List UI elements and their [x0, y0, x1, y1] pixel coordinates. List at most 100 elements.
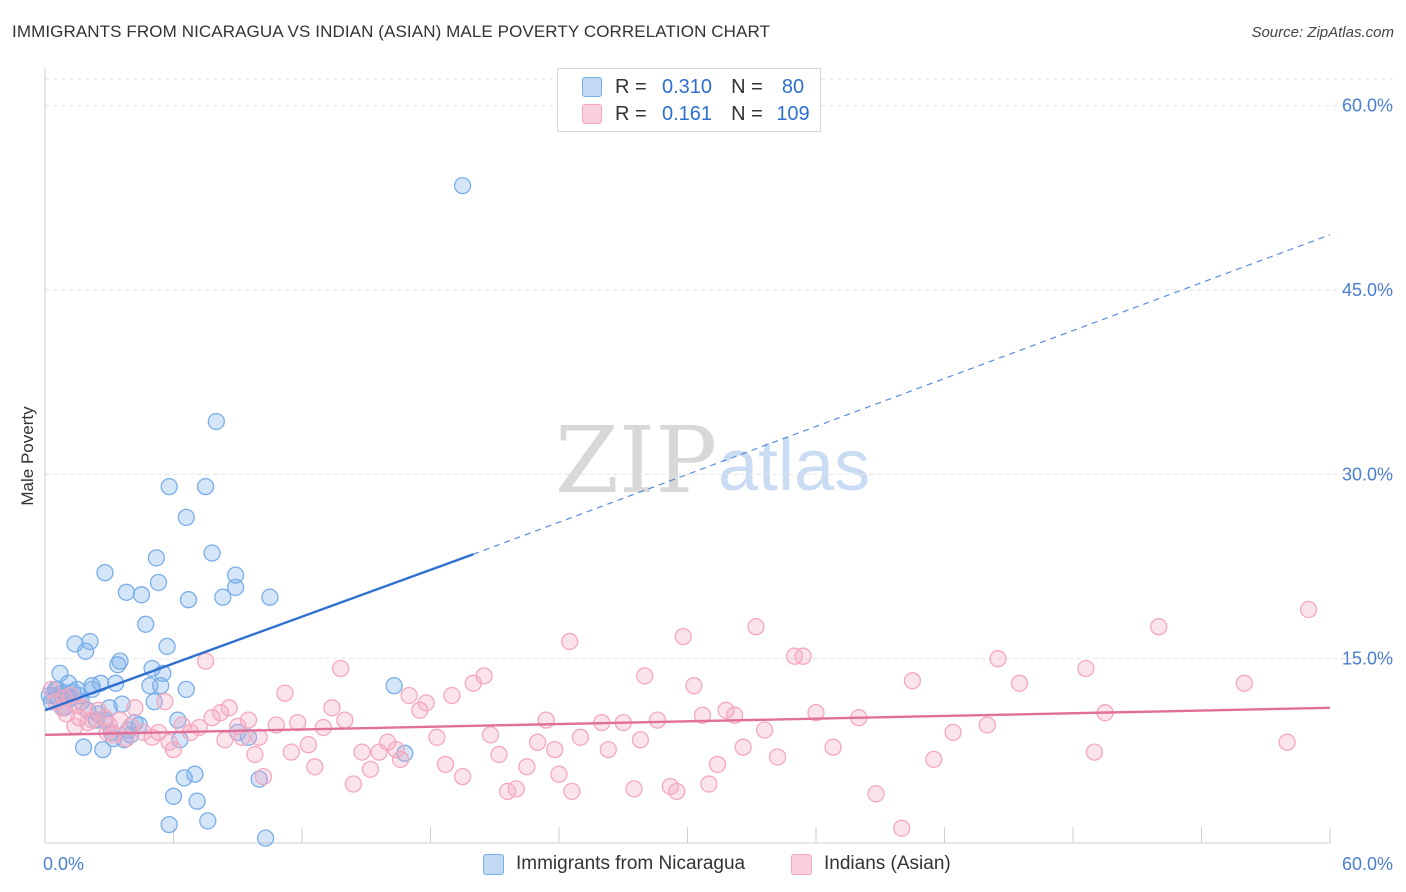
data-point [117, 583, 136, 601]
r-value: 0.310 [661, 75, 713, 98]
data-point [734, 738, 752, 756]
n-label: N = [731, 75, 763, 98]
data-point [226, 578, 245, 597]
n-value: 80 [781, 75, 805, 98]
data-point [400, 686, 418, 705]
data-point [599, 740, 617, 759]
data-point [147, 549, 166, 567]
data-point [261, 588, 279, 606]
data-point [94, 740, 112, 759]
data-point [203, 709, 221, 727]
data-point [537, 711, 555, 729]
data-point [164, 740, 183, 759]
r-label: R = [615, 102, 647, 125]
data-point [794, 647, 812, 665]
data-point [453, 767, 472, 786]
data-point [186, 765, 204, 783]
nicaragua-trend-line [44, 553, 474, 712]
watermark-zip: ZIP [555, 407, 717, 514]
data-point [507, 780, 525, 798]
data-point [220, 699, 238, 717]
legend-item-indians[interactable]: Indians (Asian) [791, 851, 951, 877]
data-point [546, 740, 564, 759]
data-point [978, 716, 996, 734]
data-point [903, 672, 922, 690]
data-point [867, 785, 885, 803]
data-point [387, 740, 405, 759]
data-point [250, 728, 268, 746]
data-point [306, 758, 324, 776]
data-point [561, 632, 579, 651]
nicaragua-legend-label: Immigrants from Nicaragua [516, 853, 746, 874]
chart-title: IMMIGRANTS FROM NICARAGUA VS INDIAN (ASI… [12, 22, 771, 41]
data-point [331, 659, 350, 678]
data-point [1010, 674, 1029, 692]
data-point [475, 667, 493, 685]
data-point [1278, 733, 1296, 751]
data-point [276, 684, 294, 702]
data-point [256, 829, 275, 847]
r-label: R = [615, 75, 647, 98]
data-point [214, 588, 232, 606]
data-point [528, 733, 547, 751]
data-point [137, 615, 155, 633]
y-tick-label: 30.0% [1342, 464, 1393, 484]
data-point [436, 755, 455, 774]
data-point [177, 508, 195, 527]
data-point [1085, 743, 1104, 761]
data-point [156, 693, 174, 711]
data-point [199, 812, 217, 830]
data-point [768, 748, 787, 766]
data-point [239, 711, 258, 729]
n-label: N = [731, 102, 763, 125]
data-point [693, 706, 712, 724]
data-point [417, 694, 435, 712]
data-point [233, 728, 251, 746]
data-point [175, 769, 193, 787]
data-point [323, 699, 341, 717]
data-point [550, 765, 568, 783]
data-point [747, 618, 765, 636]
data-point [132, 586, 151, 604]
data-point [207, 412, 225, 431]
data-point [755, 721, 774, 739]
data-point [674, 627, 692, 646]
y-tick-label: 60.0% [1342, 96, 1393, 116]
data-point [177, 680, 195, 699]
nicaragua-points [40, 176, 472, 847]
data-point [196, 652, 215, 670]
x-tick-label: 60.0% [1342, 854, 1393, 874]
data-point [179, 591, 198, 609]
data-point [807, 704, 825, 722]
data-point [385, 677, 403, 695]
data-point [344, 775, 363, 793]
data-point [83, 711, 101, 729]
data-point [989, 650, 1007, 668]
data-point [96, 564, 114, 582]
y-tick-label: 45.0% [1342, 280, 1393, 300]
data-point [282, 743, 300, 761]
data-point [164, 787, 183, 805]
data-point [149, 573, 168, 592]
data-point [289, 713, 307, 732]
indians-legend-swatch [791, 853, 812, 875]
data-point [336, 711, 354, 729]
stats-legend: R = 0.310 N = 80 R = 0.161 N = 109 [557, 68, 821, 132]
x-tick-label: 0.0% [43, 854, 84, 874]
indians-trend-line [44, 706, 1331, 737]
data-point [443, 686, 461, 705]
data-point [1150, 618, 1168, 636]
watermark: ZIP atlas [555, 407, 870, 514]
data-point [160, 477, 178, 496]
legend-item-nicaragua[interactable]: Immigrants from Nicaragua [483, 851, 745, 877]
nicaragua-legend-swatch [483, 853, 504, 875]
data-point [631, 731, 650, 749]
y-tick-label: 15.0% [1342, 649, 1393, 669]
data-point [196, 477, 215, 496]
data-point [685, 677, 703, 695]
data-point [648, 711, 667, 729]
data-point [708, 755, 727, 774]
data-point [700, 775, 718, 793]
data-point [81, 632, 99, 651]
